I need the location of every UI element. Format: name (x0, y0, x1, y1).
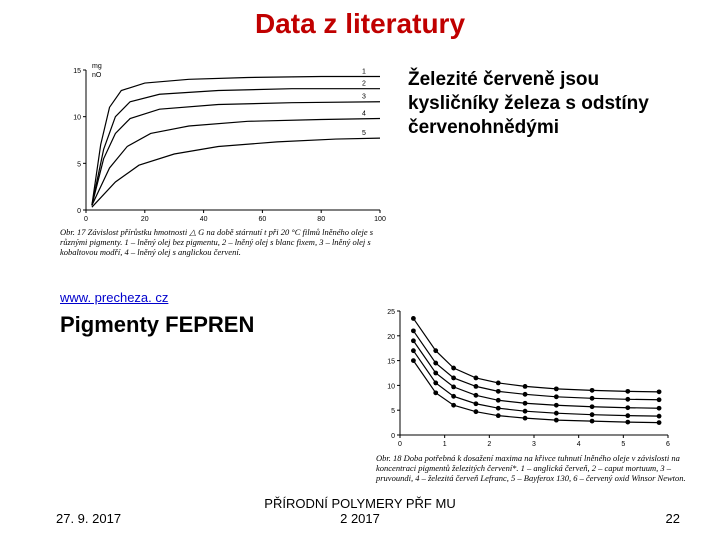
svg-text:3: 3 (532, 441, 536, 448)
chart2-caption: Obr. 18 Doba potřebná k dosažení maxima … (376, 454, 696, 483)
chart-mass-gain-vs-time: 0 20 40 60 80 100 0 5 10 15 mg nO 1 2 3 4 5 (58, 56, 388, 226)
footer-title-line1: PŘÍRODNÍ POLYMERY PŘF MU (0, 496, 720, 511)
slide-title: Data z literatury (0, 8, 720, 40)
subheading-fepren: Pigmenty FEPREN (60, 312, 254, 338)
chart-time-to-max-vs-concentration: 0 1 2 3 4 5 6 0 5 10 15 20 25 (376, 303, 676, 451)
svg-text:0: 0 (391, 433, 395, 440)
svg-text:60: 60 (259, 216, 267, 223)
svg-text:0: 0 (84, 216, 88, 223)
svg-text:5: 5 (391, 408, 395, 415)
footer-title-line2: 2 2017 (0, 511, 720, 526)
svg-text:1: 1 (362, 69, 366, 76)
svg-text:nO: nO (92, 72, 102, 79)
svg-text:15: 15 (73, 68, 81, 75)
svg-text:6: 6 (666, 441, 670, 448)
svg-text:mg: mg (92, 63, 102, 70)
svg-text:15: 15 (387, 359, 395, 366)
svg-text:20: 20 (141, 216, 149, 223)
svg-text:25: 25 (387, 309, 395, 316)
svg-text:80: 80 (317, 216, 325, 223)
footer-page-number: 22 (666, 511, 680, 526)
precheza-link[interactable]: www. precheza. cz (60, 290, 168, 305)
svg-text:10: 10 (73, 115, 81, 122)
svg-text:5: 5 (77, 161, 81, 168)
svg-text:2: 2 (487, 441, 491, 448)
svg-text:0: 0 (77, 208, 81, 215)
svg-text:100: 100 (374, 216, 386, 223)
svg-text:4: 4 (577, 441, 581, 448)
svg-text:4: 4 (362, 111, 366, 118)
svg-text:0: 0 (398, 441, 402, 448)
svg-text:5: 5 (362, 130, 366, 137)
svg-text:1: 1 (443, 441, 447, 448)
chart1-caption: Obr. 17 Závislost přírůstku hmotnosti △ … (60, 228, 400, 257)
pigment-description: Železité červeně jsou kysličníky železa … (408, 68, 688, 139)
svg-text:2: 2 (362, 81, 366, 88)
svg-text:10: 10 (387, 383, 395, 390)
svg-text:5: 5 (621, 441, 625, 448)
svg-text:40: 40 (200, 216, 208, 223)
svg-text:20: 20 (387, 334, 395, 341)
footer-title: PŘÍRODNÍ POLYMERY PŘF MU 2 2017 (0, 496, 720, 526)
svg-text:3: 3 (362, 94, 366, 101)
